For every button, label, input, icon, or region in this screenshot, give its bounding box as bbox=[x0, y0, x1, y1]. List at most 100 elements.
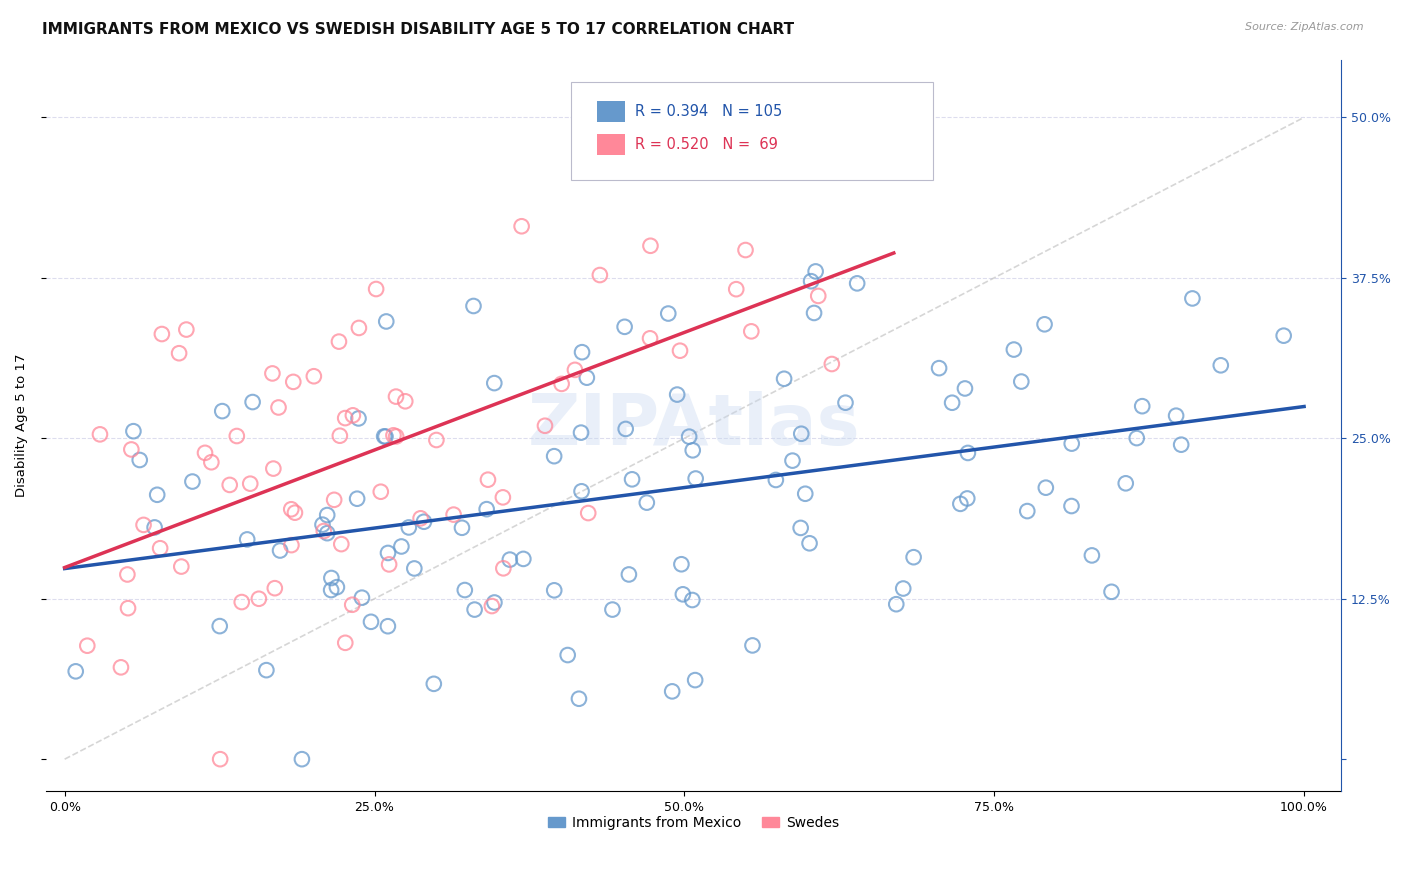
Point bbox=[1170, 438, 1192, 452]
Point bbox=[1010, 375, 1032, 389]
Point bbox=[316, 526, 339, 541]
Point bbox=[443, 508, 465, 522]
Text: R = 0.394   N = 105: R = 0.394 N = 105 bbox=[636, 104, 783, 119]
Point bbox=[571, 345, 593, 359]
Point bbox=[283, 375, 305, 389]
Point bbox=[65, 665, 87, 679]
Point bbox=[510, 219, 533, 234]
Point bbox=[614, 422, 637, 436]
Point bbox=[149, 541, 172, 556]
Point bbox=[225, 429, 247, 443]
Point bbox=[492, 561, 515, 575]
Point bbox=[117, 601, 139, 615]
Point bbox=[464, 602, 486, 616]
Point bbox=[321, 571, 343, 585]
Point bbox=[323, 492, 346, 507]
Point bbox=[218, 478, 240, 492]
Point bbox=[262, 367, 284, 381]
FancyBboxPatch shape bbox=[571, 81, 934, 180]
Point bbox=[463, 299, 485, 313]
Point bbox=[280, 538, 302, 552]
Point bbox=[366, 282, 388, 296]
Point bbox=[683, 673, 706, 687]
Point bbox=[785, 111, 807, 125]
Point bbox=[1002, 343, 1025, 357]
Point bbox=[194, 446, 217, 460]
Point bbox=[534, 418, 557, 433]
Point bbox=[117, 567, 139, 582]
Text: ZIPAtlas: ZIPAtlas bbox=[527, 391, 860, 460]
Point bbox=[1035, 481, 1057, 495]
Point bbox=[672, 587, 695, 601]
Point bbox=[346, 491, 368, 506]
Point bbox=[661, 684, 683, 698]
Point bbox=[492, 491, 515, 505]
Point bbox=[311, 517, 333, 532]
Point bbox=[589, 268, 612, 282]
Point bbox=[330, 537, 353, 551]
Point bbox=[1164, 409, 1187, 423]
Point bbox=[575, 370, 598, 384]
Point bbox=[176, 322, 198, 336]
Point bbox=[413, 515, 436, 529]
Point bbox=[89, 427, 111, 442]
Point bbox=[1101, 584, 1123, 599]
Point bbox=[342, 409, 364, 423]
Point bbox=[373, 429, 395, 443]
Point bbox=[821, 357, 844, 371]
Point bbox=[956, 491, 979, 506]
Point bbox=[263, 581, 285, 595]
Point bbox=[941, 396, 963, 410]
Text: R = 0.520   N =  69: R = 0.520 N = 69 bbox=[636, 137, 779, 152]
Point bbox=[666, 387, 689, 401]
Point bbox=[884, 597, 907, 611]
Point bbox=[312, 524, 335, 538]
Point bbox=[834, 395, 856, 409]
Point bbox=[799, 536, 821, 550]
Point bbox=[394, 394, 416, 409]
Point bbox=[949, 497, 972, 511]
Point bbox=[347, 411, 370, 425]
Point bbox=[454, 582, 477, 597]
Point bbox=[375, 314, 398, 328]
Point bbox=[342, 598, 364, 612]
Point bbox=[389, 540, 412, 554]
Point bbox=[636, 495, 658, 509]
Point bbox=[617, 567, 640, 582]
Point bbox=[685, 471, 707, 485]
Point bbox=[302, 369, 325, 384]
Point bbox=[370, 484, 392, 499]
Point bbox=[956, 446, 979, 460]
Point bbox=[621, 472, 644, 486]
Point bbox=[1209, 359, 1232, 373]
Point bbox=[316, 508, 339, 522]
Point bbox=[110, 660, 132, 674]
Point bbox=[512, 552, 534, 566]
Point bbox=[335, 411, 357, 425]
Point bbox=[740, 324, 762, 338]
Point bbox=[120, 442, 142, 457]
Point bbox=[657, 307, 679, 321]
Point bbox=[789, 521, 811, 535]
Point bbox=[543, 583, 565, 598]
Point bbox=[602, 602, 624, 616]
Point bbox=[280, 502, 302, 516]
Point bbox=[682, 443, 704, 458]
Point bbox=[741, 639, 763, 653]
Point bbox=[576, 506, 599, 520]
Point bbox=[725, 282, 748, 296]
Point bbox=[1115, 476, 1137, 491]
Point bbox=[571, 484, 593, 499]
Point bbox=[167, 346, 190, 360]
Point bbox=[326, 580, 349, 594]
Point bbox=[242, 395, 264, 409]
Point bbox=[807, 289, 830, 303]
Point bbox=[569, 425, 592, 440]
Point bbox=[794, 487, 817, 501]
Point bbox=[669, 343, 692, 358]
Point bbox=[773, 157, 796, 171]
Point bbox=[262, 461, 284, 475]
Point bbox=[360, 615, 382, 629]
Point bbox=[613, 319, 636, 334]
Point bbox=[423, 677, 446, 691]
